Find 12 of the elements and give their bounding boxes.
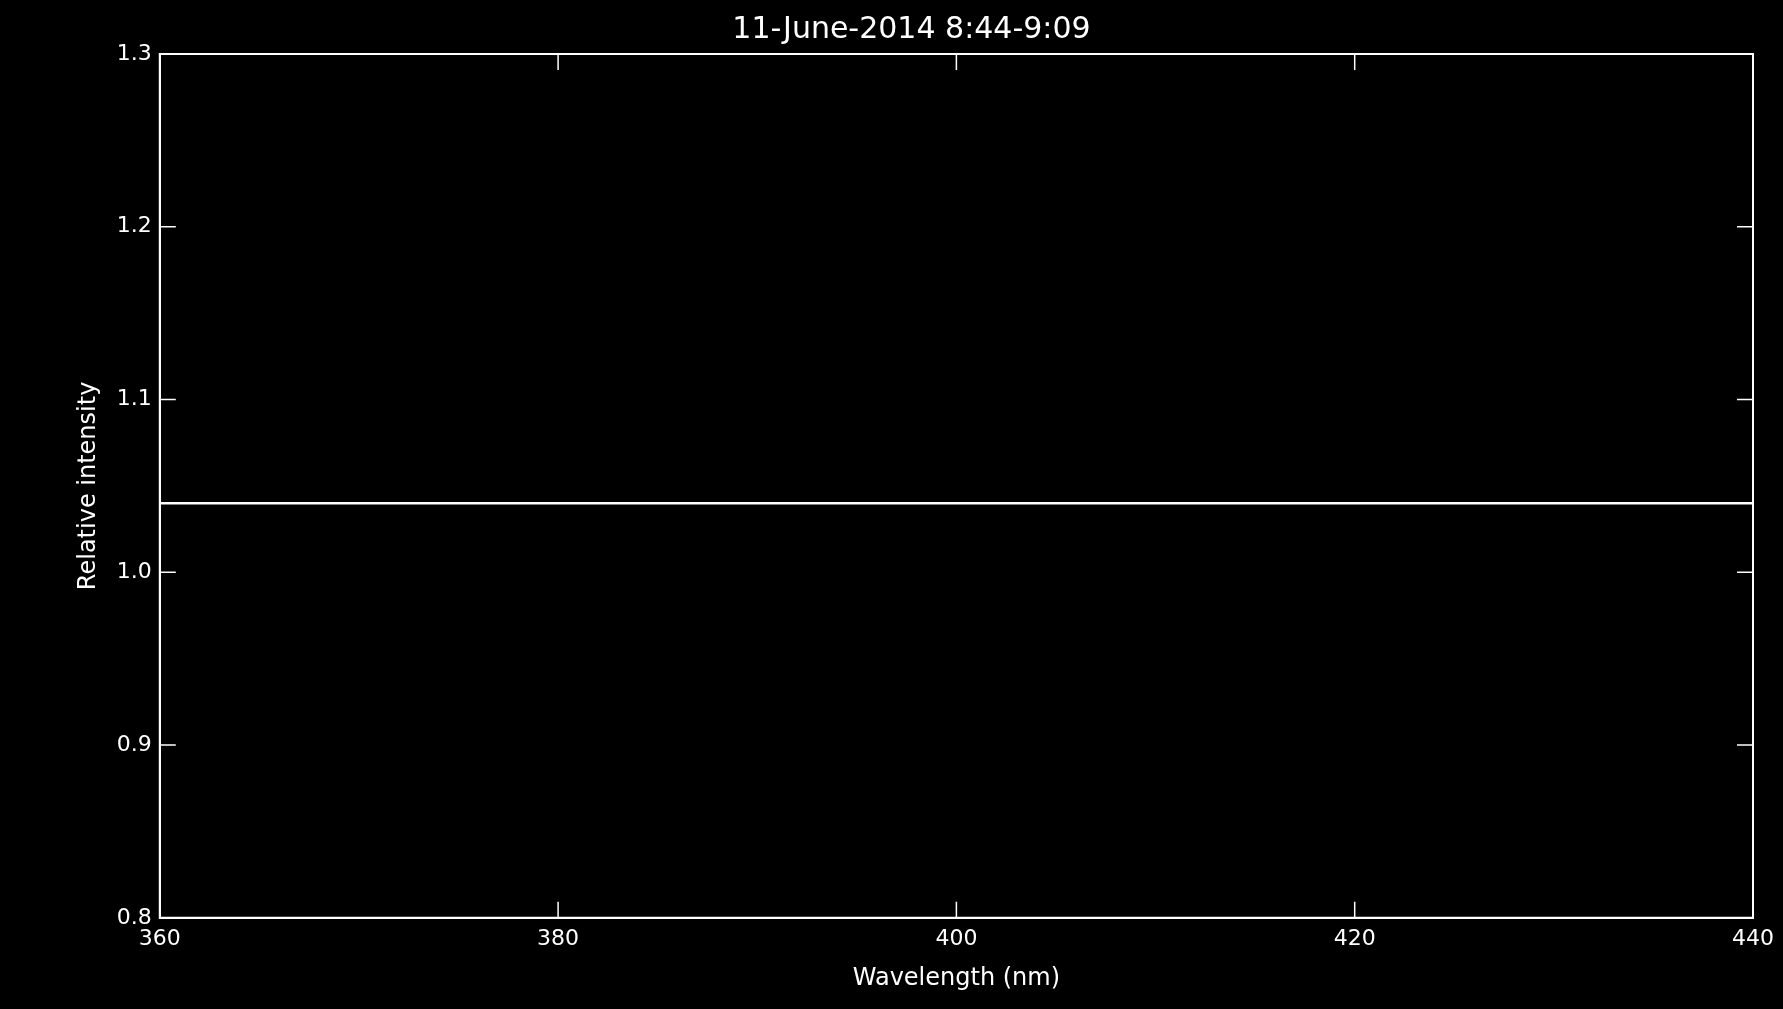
x-tick-label: 440 <box>1732 924 1774 950</box>
chart-title: 11-June-2014 8:44-9:09 <box>732 9 1091 45</box>
x-tick-label: 380 <box>537 924 580 950</box>
x-tick-label: 420 <box>1333 924 1376 950</box>
y-tick-label: 1.1 <box>116 385 152 411</box>
y-tick-label: 1.3 <box>116 39 152 65</box>
x-tick-label: 400 <box>935 924 978 950</box>
y-axis-title: Relative intensity <box>72 381 101 591</box>
x-axis-title: Wavelength (nm) <box>852 962 1061 991</box>
y-tick-label: 0.9 <box>116 730 152 756</box>
y-tick-label: 1.0 <box>116 558 152 583</box>
y-tick-label: 1.2 <box>116 212 152 238</box>
